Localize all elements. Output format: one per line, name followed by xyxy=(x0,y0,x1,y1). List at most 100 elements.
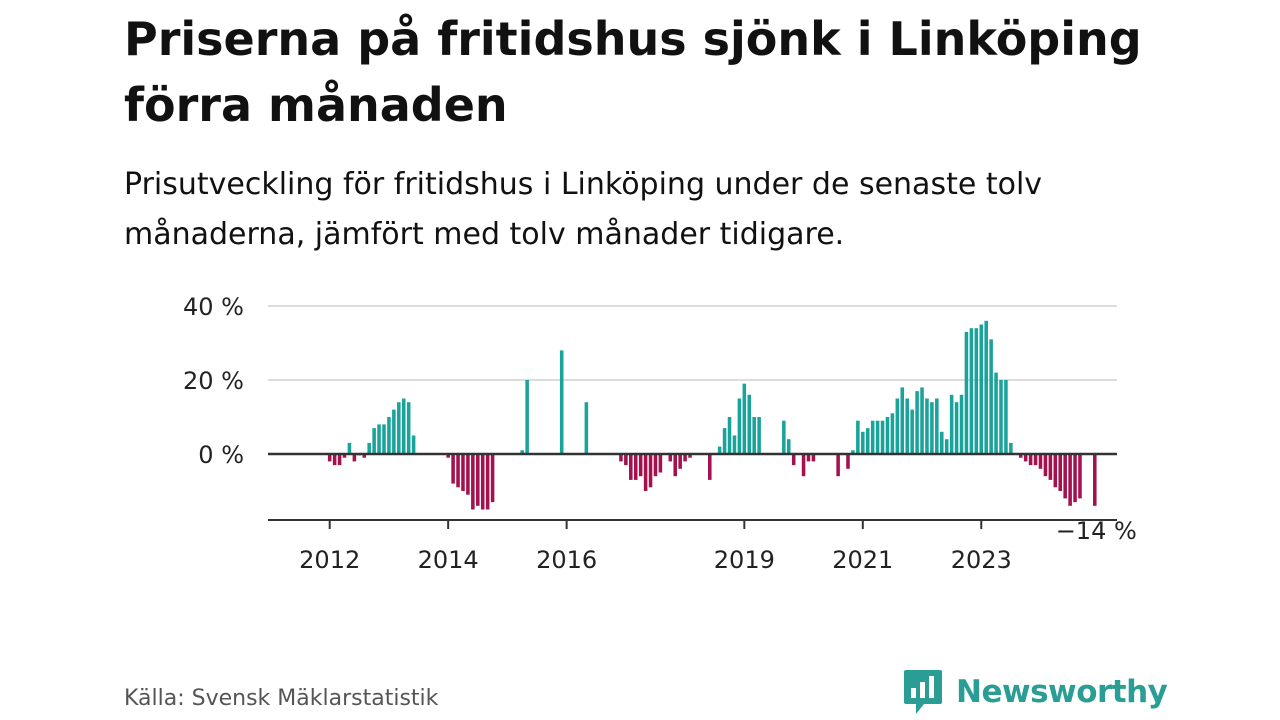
bar xyxy=(633,454,638,480)
bar xyxy=(861,431,865,454)
bar xyxy=(406,402,411,454)
bar xyxy=(782,420,786,454)
bar xyxy=(944,439,949,454)
y-tick-label: 0 % xyxy=(198,441,244,469)
bar xyxy=(480,454,485,510)
bar xyxy=(875,420,880,454)
bar xyxy=(411,435,416,454)
bar xyxy=(1068,454,1072,506)
bar xyxy=(747,394,752,454)
bar xyxy=(1018,454,1023,458)
bar xyxy=(856,420,860,454)
bar xyxy=(880,420,885,454)
bar xyxy=(397,402,401,454)
bar xyxy=(930,402,934,454)
bar xyxy=(352,454,357,462)
bar xyxy=(678,454,682,469)
bar xyxy=(1048,454,1053,480)
bar xyxy=(895,398,900,454)
brand-logo: Newsworthy xyxy=(902,668,1168,716)
axis-labels: 0 % 20 % 40 % 2012 2014 2016 2019 2021 2023 −14 % xyxy=(183,293,1137,574)
bar xyxy=(1028,454,1033,466)
x-tick-label: 2016 xyxy=(536,546,597,574)
newsworthy-logo-icon xyxy=(904,670,942,714)
chart-title: Priserna på fritidshus sjönk i Linköping… xyxy=(124,12,1142,132)
bar xyxy=(673,454,677,477)
bar xyxy=(648,454,653,488)
bar xyxy=(757,417,761,454)
bar xyxy=(683,454,687,462)
bar xyxy=(485,454,490,510)
bar xyxy=(915,391,919,454)
bar xyxy=(332,454,337,466)
bar xyxy=(461,454,465,491)
bar xyxy=(732,435,737,454)
x-tick-label: 2021 xyxy=(832,546,893,574)
bar xyxy=(811,454,816,462)
x-tick-label: 2014 xyxy=(418,546,479,574)
bar xyxy=(870,420,875,454)
bar xyxy=(935,398,939,454)
bar xyxy=(382,424,386,454)
chart-subtitle: Prisutveckling för fritidshus i Linköpin… xyxy=(124,167,1043,252)
bar xyxy=(619,454,623,462)
bar xyxy=(984,320,988,454)
bar xyxy=(337,454,342,466)
bar xyxy=(387,417,391,454)
bar xyxy=(392,409,396,454)
bar xyxy=(885,417,890,454)
bar xyxy=(1078,454,1082,499)
bar xyxy=(737,398,742,454)
bar xyxy=(1004,380,1008,454)
bar xyxy=(786,439,791,454)
bar xyxy=(643,454,648,491)
bar xyxy=(559,350,564,454)
source-note: Källa: Svensk Mäklarstatistik xyxy=(124,686,439,711)
bar xyxy=(890,413,895,454)
bar xyxy=(836,454,840,477)
bar xyxy=(456,454,460,488)
bar xyxy=(722,428,727,454)
bar xyxy=(1063,454,1067,499)
brand-name: Newsworthy xyxy=(956,674,1168,710)
x-tick-label: 2023 xyxy=(951,546,1012,574)
bar xyxy=(905,398,909,454)
x-tick-label: 2019 xyxy=(714,546,775,574)
last-value-label: −14 % xyxy=(1056,517,1137,545)
bar xyxy=(520,450,524,454)
bar xyxy=(624,454,628,466)
bar xyxy=(372,428,376,454)
bar xyxy=(974,328,979,454)
bar xyxy=(801,454,806,477)
bar xyxy=(629,454,633,480)
bar xyxy=(969,328,974,454)
bar xyxy=(954,402,959,454)
bar xyxy=(1009,442,1013,454)
y-tick-label: 20 % xyxy=(183,367,244,395)
bar xyxy=(362,454,367,458)
bar xyxy=(851,450,855,454)
bar xyxy=(401,398,406,454)
bar xyxy=(900,387,905,454)
bar xyxy=(939,431,944,454)
bar xyxy=(1038,454,1043,469)
bar xyxy=(1053,454,1058,488)
bar xyxy=(476,454,480,506)
bar xyxy=(490,454,495,503)
bar xyxy=(1043,454,1048,477)
bar xyxy=(717,446,722,454)
bar xyxy=(658,454,663,473)
bar xyxy=(446,454,450,458)
bar xyxy=(525,380,529,454)
bar xyxy=(949,394,954,454)
bar xyxy=(347,442,352,454)
bar xyxy=(791,454,796,466)
bar xyxy=(342,454,347,458)
bar xyxy=(1093,454,1097,506)
bar xyxy=(865,428,870,454)
bar xyxy=(910,409,914,454)
bar xyxy=(920,387,924,454)
bar xyxy=(668,454,673,462)
bar xyxy=(708,454,712,480)
